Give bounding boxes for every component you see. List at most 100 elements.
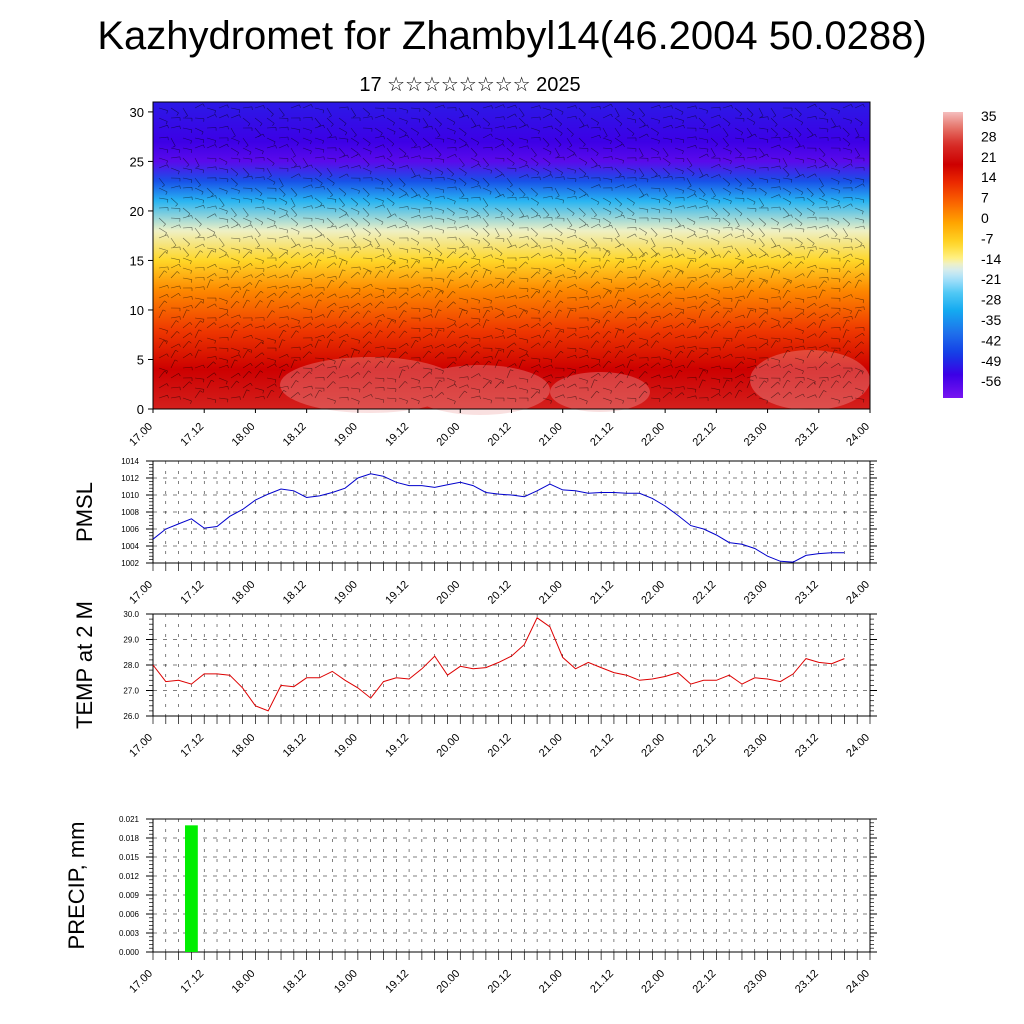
wind-barb	[794, 261, 802, 269]
wind-barb-flag	[791, 214, 793, 218]
wind-barb-flag	[379, 270, 383, 273]
wind-barb	[794, 107, 802, 115]
wind-barb	[638, 269, 644, 279]
wind-barb	[662, 357, 672, 361]
wind-barb-flag	[718, 393, 721, 397]
wind-barb	[770, 206, 780, 209]
wind-barb-flag	[596, 340, 599, 343]
wind-barb-flag	[583, 113, 586, 117]
wind-barb-flag	[827, 119, 829, 123]
wind-barb	[410, 361, 418, 369]
wind-barb-flag	[335, 324, 337, 328]
wind-barb	[650, 207, 660, 211]
wind-barb	[338, 147, 346, 155]
wind-barb	[290, 251, 299, 259]
wind-barb-flag	[190, 140, 192, 144]
wind-barb	[806, 103, 816, 109]
wind-barb-flag	[743, 314, 745, 319]
wind-barb	[362, 243, 372, 249]
wind-barb	[602, 103, 612, 109]
wind-barb-flag	[539, 334, 541, 339]
wind-barb	[410, 207, 420, 210]
wind-barb	[362, 267, 372, 272]
wind-barb-flag	[333, 361, 336, 365]
wind-barb	[818, 377, 829, 379]
wind-barb	[230, 329, 235, 339]
wind-barb-flag	[570, 309, 574, 312]
wind-barb-flag	[754, 170, 756, 174]
wind-barb	[230, 247, 240, 251]
wind-barb-flag	[641, 175, 645, 178]
wind-barb-flag	[822, 194, 825, 198]
wind-barb-flag	[467, 115, 469, 119]
wind-barb	[458, 284, 468, 289]
wind-barb	[350, 147, 359, 154]
wind-barb-flag	[611, 179, 613, 183]
wind-barb-flag	[273, 141, 276, 145]
wind-barb-flag	[486, 319, 490, 322]
wind-barb-flag	[642, 259, 647, 262]
wind-barb	[806, 285, 816, 289]
wind-barb	[158, 197, 168, 200]
wind-barb	[398, 274, 408, 279]
wind-barb	[602, 340, 609, 349]
wind-barb-flag	[755, 334, 757, 338]
wind-barb-flag	[213, 322, 217, 326]
wind-barb	[638, 133, 648, 139]
wind-barb	[698, 263, 708, 269]
wind-barb-flag	[461, 164, 465, 168]
wind-barb-flag	[346, 334, 349, 338]
wind-barb	[470, 237, 480, 241]
wind-barb	[230, 321, 239, 329]
wind-barb-flag	[671, 325, 673, 329]
wind-barb-flag	[691, 350, 695, 353]
wind-barb	[542, 157, 551, 164]
wind-barb-flag	[767, 265, 769, 269]
wind-barb	[338, 333, 348, 339]
wind-barb-flag	[406, 260, 409, 264]
wind-barb	[854, 103, 864, 109]
wind-barb	[314, 177, 323, 184]
wind-barb-flag	[551, 254, 553, 258]
wind-barb-flag	[501, 281, 504, 284]
wind-barb	[566, 207, 575, 214]
wind-barb	[314, 376, 324, 379]
wind-barb	[218, 125, 228, 129]
wind-barb	[806, 333, 816, 339]
wind-barb-flag	[187, 243, 190, 247]
wind-barb-flag	[163, 223, 166, 227]
wind-barb-flag	[273, 221, 276, 225]
wind-barb	[782, 346, 792, 349]
wind-barb-flag	[815, 226, 817, 230]
wind-barb	[722, 320, 729, 329]
wind-barb-flag	[250, 323, 253, 327]
wind-barb-flag	[486, 214, 490, 218]
precip-x-tick-label: 21.00	[537, 968, 565, 996]
wind-barb	[734, 373, 744, 379]
wind-barb-flag	[695, 305, 697, 310]
wind-barb-flag	[815, 116, 817, 120]
wind-barb	[758, 320, 764, 329]
wind-barb	[590, 363, 600, 369]
wind-barb	[734, 137, 744, 140]
wind-barb	[650, 104, 660, 109]
wind-barb	[470, 297, 480, 301]
wind-barb-flag	[383, 254, 385, 258]
wind-barb-flag	[802, 273, 805, 277]
wind-barb-flag	[282, 339, 286, 342]
wind-barb-flag	[358, 302, 361, 306]
wind-barb	[674, 270, 681, 279]
wind-barb	[458, 177, 467, 184]
wind-barb-flag	[574, 153, 577, 157]
wind-barb-flag	[839, 205, 841, 209]
wind-barb-flag	[487, 123, 491, 127]
wind-barb	[410, 307, 420, 310]
wind-barb	[650, 247, 658, 255]
wind-barb-flag	[702, 369, 707, 372]
wind-barb-flag	[283, 389, 287, 393]
wind-barb-flag	[607, 340, 611, 343]
wind-barb-flag	[788, 280, 792, 283]
wind-barb	[578, 147, 589, 149]
wind-barb	[482, 127, 493, 129]
wind-barb-flag	[442, 343, 445, 348]
